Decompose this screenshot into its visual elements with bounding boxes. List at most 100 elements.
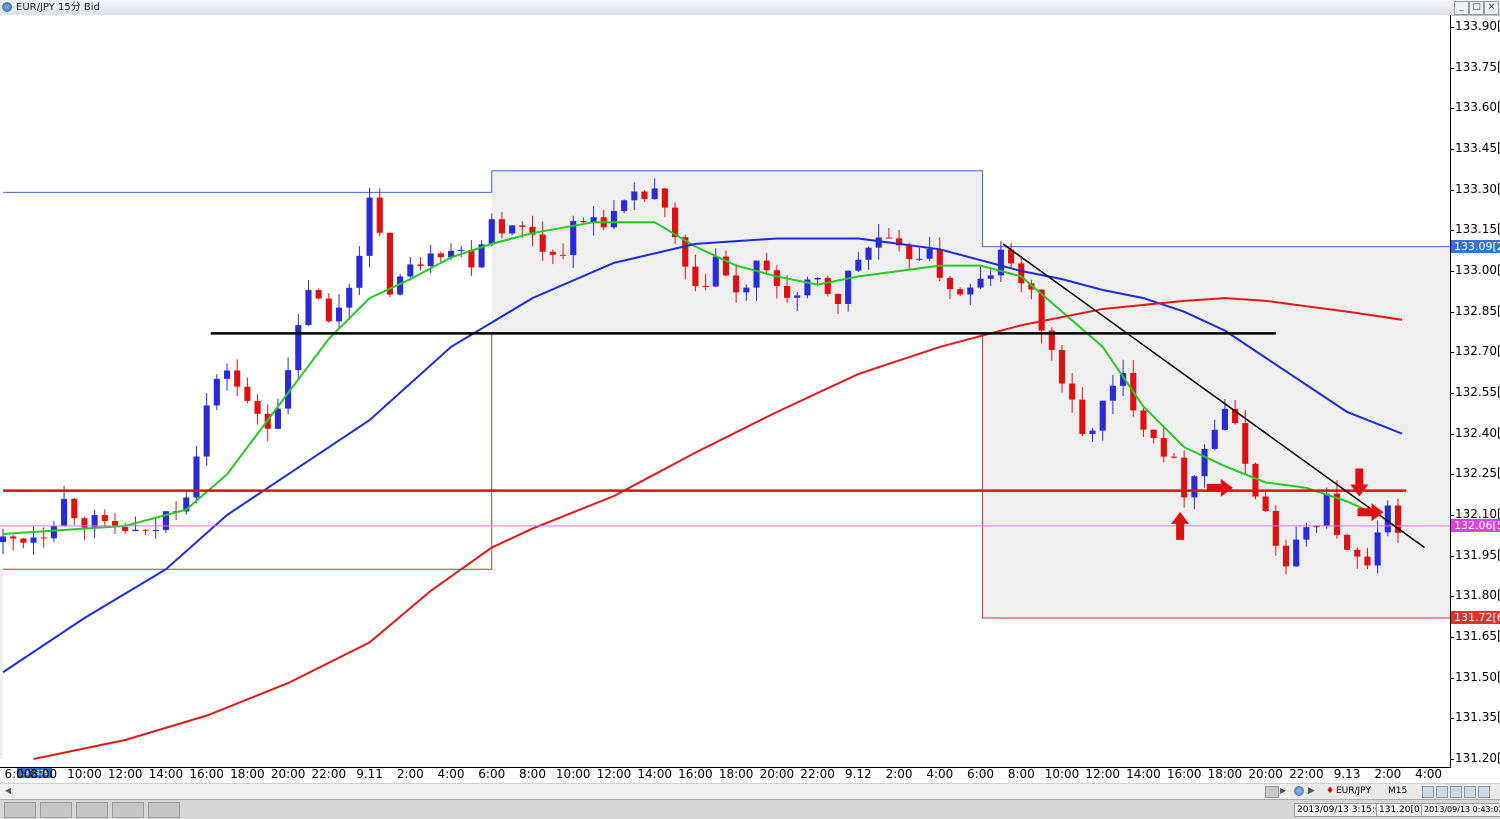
y-tick-label: 131.65[0 bbox=[1455, 629, 1500, 643]
bull-candle bbox=[977, 278, 984, 288]
bear-candle bbox=[376, 197, 383, 233]
bull-candle bbox=[916, 258, 923, 260]
x-tick-label: 4:00 bbox=[926, 767, 954, 781]
globe-icon[interactable] bbox=[1294, 786, 1304, 796]
bull-candle bbox=[1374, 532, 1381, 566]
bear-candle bbox=[834, 293, 842, 304]
y-tick-label: 131.95[0 bbox=[1455, 547, 1500, 562]
bull-candle bbox=[1293, 539, 1300, 567]
scrollbar-thumb[interactable] bbox=[1265, 786, 1279, 798]
bear-candle bbox=[417, 264, 424, 267]
close-button[interactable]: × bbox=[1484, 1, 1499, 15]
scroll-left-arrow-icon[interactable]: ◀ bbox=[4, 786, 12, 795]
bull-candle bbox=[295, 325, 302, 371]
taskbar-item[interactable] bbox=[76, 802, 108, 818]
y-tick-mark bbox=[1450, 637, 1454, 638]
arrow-down-icon bbox=[1350, 468, 1369, 497]
export-icon[interactable] bbox=[1478, 786, 1490, 798]
horizontal-scrollbar[interactable]: ◀ ▶ bbox=[0, 783, 1290, 799]
x-tick-label: 8:00 bbox=[519, 767, 546, 781]
bear-candle bbox=[71, 498, 78, 519]
daily-low-line bbox=[982, 333, 1450, 619]
bear-candle bbox=[1262, 496, 1269, 511]
x-tick-label: 22:00 bbox=[311, 767, 347, 781]
y-tick-mark bbox=[1450, 108, 1454, 110]
bear-candle bbox=[722, 256, 730, 276]
y-tick-label: 133.90[0 bbox=[1455, 19, 1500, 33]
bear-candle bbox=[1079, 399, 1086, 435]
bear-candle bbox=[81, 518, 88, 528]
bull-candle bbox=[753, 260, 760, 288]
bear-candle bbox=[1048, 330, 1055, 350]
x-tick-label: 16:00 bbox=[678, 767, 713, 781]
bear-candle bbox=[498, 219, 506, 234]
bear-candle bbox=[784, 286, 791, 298]
bear-candle bbox=[1018, 263, 1025, 284]
x-tick-label: 6:00 bbox=[4, 767, 32, 781]
symbol-marker-icon: ♦ bbox=[1326, 786, 1335, 796]
bear-candle bbox=[1058, 349, 1066, 384]
y-tick-label: 131.20[0 bbox=[1455, 751, 1500, 765]
bull-candle bbox=[397, 276, 404, 295]
bear-candle bbox=[1150, 429, 1157, 439]
taskbar-item[interactable] bbox=[112, 802, 144, 818]
crosshair-icon[interactable] bbox=[1450, 786, 1462, 798]
minimize-button[interactable]: _ bbox=[1454, 1, 1469, 15]
bear-candle bbox=[661, 188, 668, 208]
moving-average-sma_short bbox=[2, 221, 1379, 535]
y-tick-label: 131.35[0 bbox=[1455, 710, 1500, 725]
y-tick-mark bbox=[1450, 596, 1454, 598]
bull-candle bbox=[1384, 505, 1391, 533]
bear-candle bbox=[1333, 493, 1340, 535]
maximize-button[interactable]: □ bbox=[1469, 1, 1484, 15]
cursor-price: 131.20[0] bbox=[1376, 803, 1427, 817]
arrow-right-icon bbox=[1206, 478, 1233, 497]
zoom-in-icon[interactable] bbox=[1422, 786, 1434, 798]
bear-candle bbox=[641, 191, 648, 200]
symbol-selector[interactable]: EUR/JPY bbox=[1336, 786, 1371, 796]
bull-candle bbox=[926, 248, 933, 259]
bull-candle bbox=[335, 307, 343, 322]
bull-candle bbox=[1191, 476, 1198, 498]
bull-candle bbox=[967, 287, 974, 295]
bear-candle bbox=[896, 238, 903, 246]
price-chart[interactable] bbox=[0, 15, 1450, 767]
bull-candle bbox=[152, 529, 159, 531]
timeframe-selector[interactable]: M15 bbox=[1388, 786, 1408, 796]
y-tick-label: 133.15[0 bbox=[1455, 222, 1500, 237]
y-tick-label: 132.40[0 bbox=[1455, 425, 1500, 440]
taskbar-item[interactable] bbox=[40, 802, 72, 818]
x-tick-label: 14:00 bbox=[637, 767, 672, 781]
properties-icon[interactable] bbox=[1464, 786, 1476, 798]
bear-candle bbox=[824, 277, 831, 294]
bull-candle bbox=[478, 244, 485, 268]
bull-candle bbox=[712, 256, 719, 287]
bear-candle bbox=[1140, 410, 1147, 430]
bear-candle bbox=[885, 237, 892, 239]
bull-candle bbox=[50, 525, 57, 539]
x-tick-label: 12:00 bbox=[596, 767, 632, 781]
bear-candle bbox=[733, 275, 740, 293]
chart-plot-area[interactable]: 130.979 bbox=[0, 15, 1451, 778]
bull-candle bbox=[1120, 373, 1127, 386]
bull-candle bbox=[794, 295, 801, 298]
bull-candle bbox=[1099, 400, 1106, 431]
y-tick-mark bbox=[1450, 474, 1454, 476]
scroll-right-arrow-icon[interactable]: ▶ bbox=[1279, 786, 1287, 795]
y-tick-mark bbox=[1450, 555, 1454, 557]
x-tick-label: 16:00 bbox=[1166, 767, 1202, 781]
bull-candle bbox=[305, 290, 312, 326]
bear-candle bbox=[1160, 438, 1167, 457]
bear-candle bbox=[142, 529, 149, 531]
x-tick-label: 9.11 bbox=[356, 767, 383, 781]
bear-candle bbox=[386, 232, 393, 295]
bull-candle bbox=[458, 249, 465, 251]
bear-candle bbox=[315, 290, 322, 299]
taskbar-item[interactable] bbox=[148, 802, 180, 818]
zoom-out-icon[interactable] bbox=[1436, 786, 1448, 798]
bull-candle bbox=[743, 287, 750, 293]
x-tick-label: 10:00 bbox=[67, 767, 102, 781]
title-bar[interactable]: EUR/JPY 15分 Bid _ □ × bbox=[0, 0, 1500, 16]
play-icon[interactable]: ▶ bbox=[1308, 786, 1315, 796]
taskbar-item[interactable] bbox=[4, 802, 36, 818]
